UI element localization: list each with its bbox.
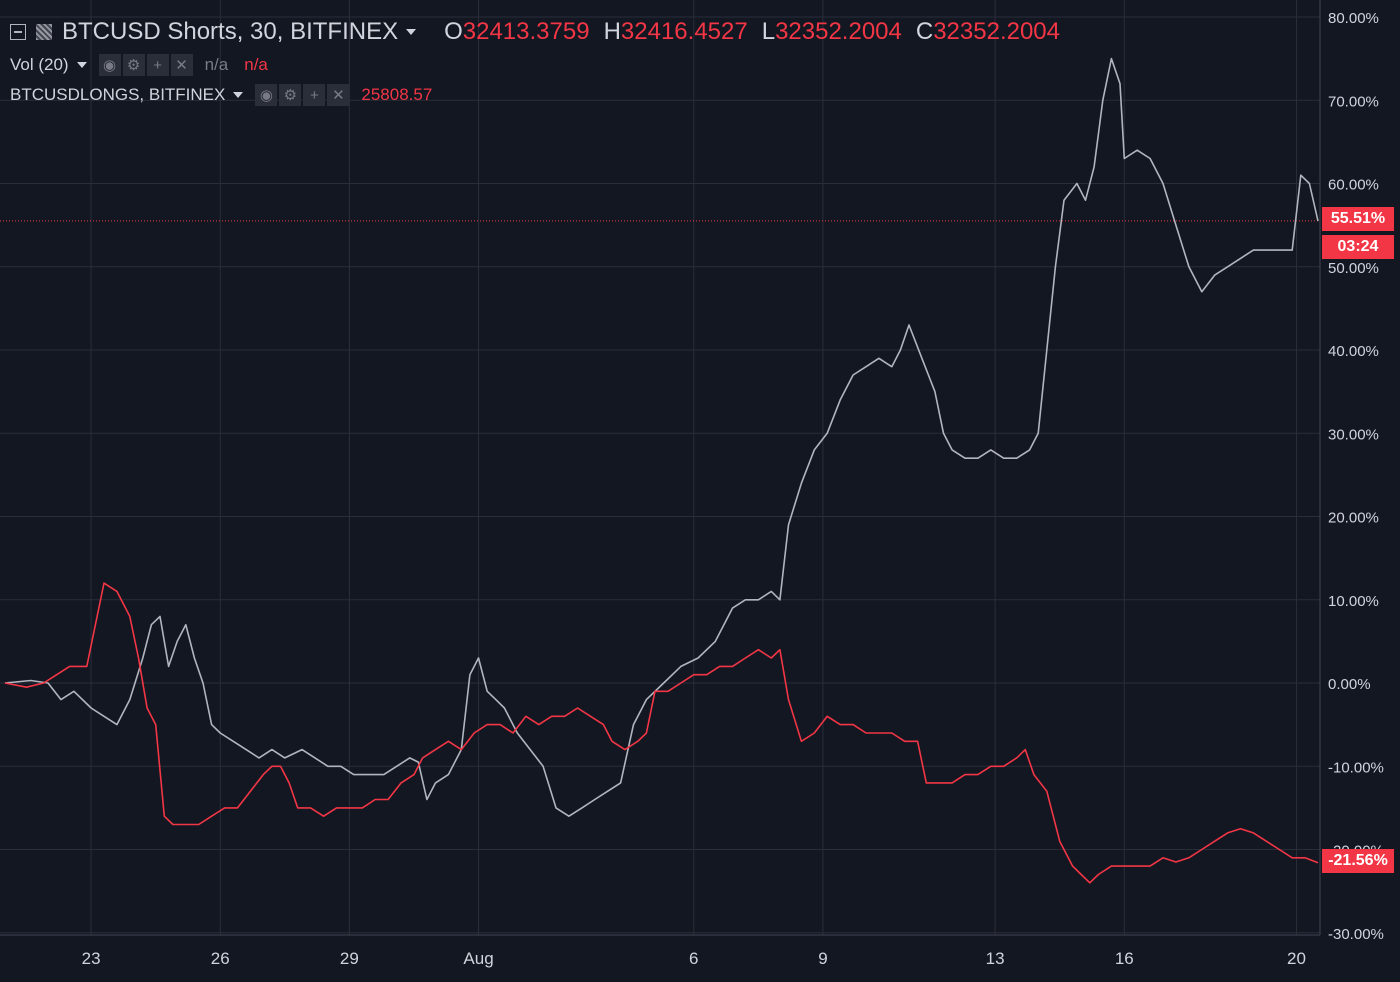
volume-controls: ◉ ⚙ + ✕ [98, 54, 195, 76]
eye-icon[interactable]: ◉ [255, 84, 278, 106]
y-tick-label: 60.00% [1328, 177, 1379, 194]
longs-controls: ◉ ⚙ + ✕ [255, 84, 351, 106]
volume-legend: Vol (20) ◉ ⚙ + ✕ n/a n/a [10, 54, 268, 76]
x-tick-label: 20 [1287, 949, 1306, 968]
symbol-hatch-icon [36, 24, 52, 40]
caret-down-icon[interactable] [76, 62, 87, 68]
longs-legend: BTCUSDLONGS, BITFINEX ◉ ⚙ + ✕ 25808.57 [10, 84, 432, 106]
close-value: 32352.2004 [933, 18, 1060, 45]
shorts-last-value-badge: 55.51% [1322, 207, 1394, 231]
longs-label[interactable]: BTCUSDLONGS, BITFINEX [10, 85, 226, 104]
x-tick-label: 29 [340, 949, 359, 968]
y-tick-label: 30.00% [1328, 426, 1379, 443]
longs-value: 25808.57 [361, 85, 433, 104]
y-tick-label: 50.00% [1328, 260, 1379, 277]
y-tick-label: 20.00% [1328, 510, 1379, 527]
y-tick-label: -10.00% [1328, 759, 1384, 776]
minus-square-icon[interactable] [10, 24, 26, 40]
high-label: H [603, 18, 621, 45]
y-tick-label: 10.00% [1328, 593, 1379, 610]
open-value: 32413.3759 [462, 18, 590, 45]
series-line-0 [4, 57, 1319, 817]
x-tick-label: 26 [211, 949, 230, 968]
close-icon[interactable]: ✕ [170, 54, 193, 76]
close-label: C [915, 18, 934, 45]
x-tick-label: 23 [82, 949, 101, 968]
y-tick-label: 0.00% [1328, 676, 1371, 693]
y-tick-label: -30.00% [1328, 926, 1384, 943]
countdown-badge: 03:24 [1322, 235, 1394, 259]
y-tick-label: 70.00% [1328, 93, 1379, 110]
close-icon[interactable]: ✕ [327, 84, 350, 106]
longs-last-value-badge: -21.56% [1322, 849, 1394, 873]
open-label: O [444, 18, 463, 45]
low-label: L [761, 18, 776, 45]
x-tick-label: 6 [689, 949, 698, 968]
y-tick-label: 40.00% [1328, 343, 1379, 360]
volume-value: n/a [204, 55, 229, 74]
gear-icon[interactable]: ⚙ [279, 84, 302, 106]
y-tick-label: 80.00% [1328, 10, 1379, 27]
low-value: 32352.2004 [775, 18, 902, 45]
caret-down-icon[interactable] [406, 29, 417, 35]
gear-icon[interactable]: ⚙ [122, 54, 145, 76]
x-tick-label: Aug [463, 949, 493, 968]
volume-label[interactable]: Vol (20) [10, 55, 69, 74]
series-line-1 [4, 582, 1319, 884]
caret-down-icon[interactable] [233, 92, 244, 98]
x-tick-label: 16 [1115, 949, 1134, 968]
volume-value-secondary: n/a [244, 55, 268, 74]
main-legend: BTCUSD Shorts, 30, BITFINEX O 32413.3759 … [10, 18, 1060, 46]
plus-icon[interactable]: + [146, 54, 169, 76]
x-tick-label: 13 [986, 949, 1005, 968]
eye-icon[interactable]: ◉ [98, 54, 121, 76]
symbol-title[interactable]: BTCUSD Shorts, 30, BITFINEX [62, 18, 399, 45]
high-value: 32416.4527 [620, 18, 748, 45]
x-tick-label: 9 [818, 949, 827, 968]
plus-icon[interactable]: + [303, 84, 326, 106]
